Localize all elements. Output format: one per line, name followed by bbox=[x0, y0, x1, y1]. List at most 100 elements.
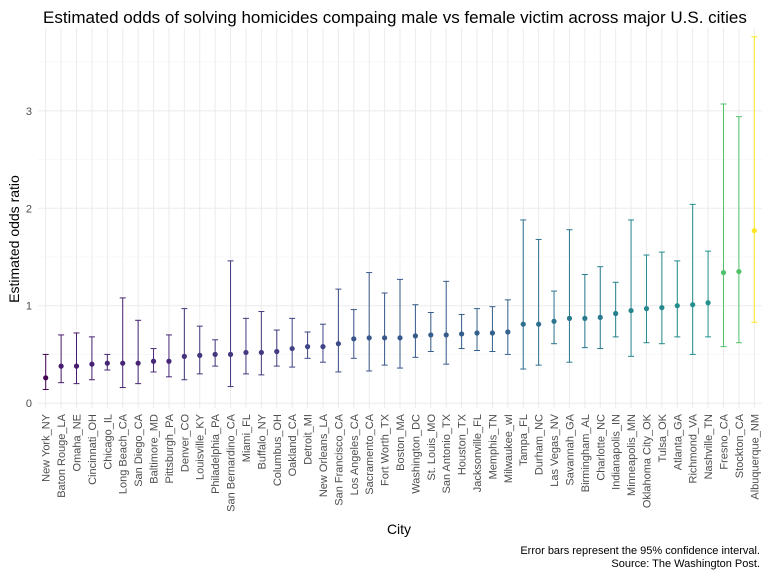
y-tick-label: 0 bbox=[26, 398, 32, 410]
x-tick-label: Los Angeles_CA bbox=[349, 413, 361, 495]
error-bar bbox=[381, 292, 388, 366]
x-tick-label: Philadelphia_PA bbox=[210, 413, 222, 494]
y-axis-title: Estimated odds ratio bbox=[6, 175, 22, 303]
data-point bbox=[412, 333, 419, 339]
x-tick-label: Pittsburgh_PA bbox=[164, 413, 176, 483]
data-point bbox=[597, 314, 603, 320]
x-tick-label: Memphis_TN bbox=[487, 414, 499, 479]
data-point bbox=[582, 315, 588, 321]
x-tick-label: Indianapolis_IN bbox=[611, 414, 623, 490]
x-tick-label: Albuquerque_NM bbox=[749, 414, 761, 500]
x-tick-label: Stockton_CA bbox=[734, 413, 746, 478]
y-tick-label: 1 bbox=[26, 301, 32, 313]
data-point bbox=[166, 358, 172, 364]
x-tick-label: Louisville_KY bbox=[195, 413, 207, 480]
error-bar bbox=[489, 306, 496, 352]
x-tick-label: Savannah_GA bbox=[564, 413, 576, 485]
data-point bbox=[566, 315, 573, 321]
error-bar bbox=[504, 299, 511, 355]
error-bar bbox=[273, 329, 280, 367]
data-point bbox=[43, 375, 49, 381]
x-tick-label: Houston_TX bbox=[457, 413, 469, 475]
data-point bbox=[366, 335, 372, 341]
data-point bbox=[628, 307, 634, 314]
error-bar bbox=[119, 297, 126, 389]
x-tick-label: Chicago_IL bbox=[102, 414, 114, 470]
data-point bbox=[520, 321, 526, 327]
data-point bbox=[274, 348, 280, 355]
x-tick-label: Buffalo_NY bbox=[256, 413, 268, 469]
data-point bbox=[351, 336, 357, 342]
error-bar bbox=[319, 323, 326, 363]
x-tick-label: Las Vegas_NV bbox=[549, 413, 561, 486]
data-point bbox=[474, 330, 480, 336]
x-tick-label: Tampa_FL bbox=[518, 414, 530, 466]
x-tick-label: New York_NY bbox=[41, 413, 53, 482]
data-point bbox=[489, 330, 496, 336]
error-bar bbox=[443, 280, 450, 365]
data-point bbox=[705, 300, 711, 306]
data-point bbox=[613, 310, 619, 317]
data-point bbox=[320, 344, 326, 350]
x-tick-label: Sacramento_CA bbox=[364, 413, 376, 494]
error-bar bbox=[73, 332, 80, 385]
data-point bbox=[73, 363, 80, 369]
error-bar bbox=[674, 260, 681, 338]
x-tick-label: St. Louis_MO bbox=[426, 414, 438, 481]
error-bar bbox=[658, 251, 665, 345]
data-point bbox=[89, 361, 95, 367]
error-bar bbox=[165, 334, 172, 378]
data-points bbox=[43, 228, 757, 381]
error-bar bbox=[628, 219, 635, 357]
error-bar bbox=[181, 308, 188, 381]
x-tick-label: Boston_MA bbox=[395, 413, 407, 471]
data-point bbox=[58, 363, 64, 369]
x-tick-label: Washington_DC bbox=[410, 414, 422, 494]
error-bar bbox=[720, 103, 727, 348]
x-tick-label: San Diego_CA bbox=[133, 413, 145, 486]
data-point bbox=[690, 302, 696, 308]
data-point bbox=[381, 335, 388, 341]
caption-line-2: Source: The Washington Post. bbox=[611, 558, 760, 570]
x-tick-label: Richmond_VA bbox=[688, 413, 700, 483]
error-bar bbox=[535, 238, 542, 366]
error-bar bbox=[88, 336, 95, 381]
x-tick-label: Detroit_MI bbox=[303, 414, 315, 465]
x-tick-label: Columbus_OH bbox=[272, 414, 284, 486]
x-tick-label: Omaha_NE bbox=[72, 414, 84, 471]
error-bar bbox=[427, 312, 434, 352]
error-bar bbox=[350, 309, 357, 359]
error-bar bbox=[566, 229, 573, 363]
data-point bbox=[751, 228, 757, 234]
data-point bbox=[720, 269, 727, 276]
error-bar bbox=[474, 308, 481, 352]
x-tick-label: Nashville_TN bbox=[703, 414, 715, 479]
error-bar bbox=[751, 36, 758, 323]
error-bar bbox=[551, 290, 558, 345]
data-point bbox=[505, 329, 511, 335]
data-point bbox=[181, 353, 187, 359]
x-tick-label: Fresno_CA bbox=[718, 413, 730, 469]
x-tick-label: San Antonio_TX bbox=[441, 413, 453, 493]
data-point bbox=[150, 358, 157, 364]
data-point bbox=[659, 305, 665, 311]
x-tick-label: Miami_FL bbox=[241, 414, 253, 462]
error-bar bbox=[242, 317, 249, 375]
data-point bbox=[428, 332, 434, 338]
x-tick-label: Minneapolis_MN bbox=[626, 414, 638, 496]
caption-line-1: Error bars represent the 95% confidence … bbox=[520, 545, 760, 557]
x-tick-label: Milwaukee_wI bbox=[503, 414, 515, 483]
error-bar bbox=[196, 325, 203, 375]
error-bar bbox=[258, 311, 265, 376]
error-bar bbox=[227, 260, 234, 388]
x-tick-label: San Bernardino_CA bbox=[226, 413, 238, 512]
data-point bbox=[135, 360, 141, 366]
x-tick-label: Baltimore_MD bbox=[149, 414, 161, 484]
x-tick-label: Birmingham_AL bbox=[580, 414, 592, 492]
x-tick-label: Oklahoma City_OK bbox=[641, 413, 653, 508]
data-point bbox=[258, 349, 264, 356]
error-bar bbox=[612, 281, 619, 338]
y-tick-label: 3 bbox=[26, 106, 32, 118]
x-tick-label: Fort Worth_TX bbox=[380, 413, 392, 486]
